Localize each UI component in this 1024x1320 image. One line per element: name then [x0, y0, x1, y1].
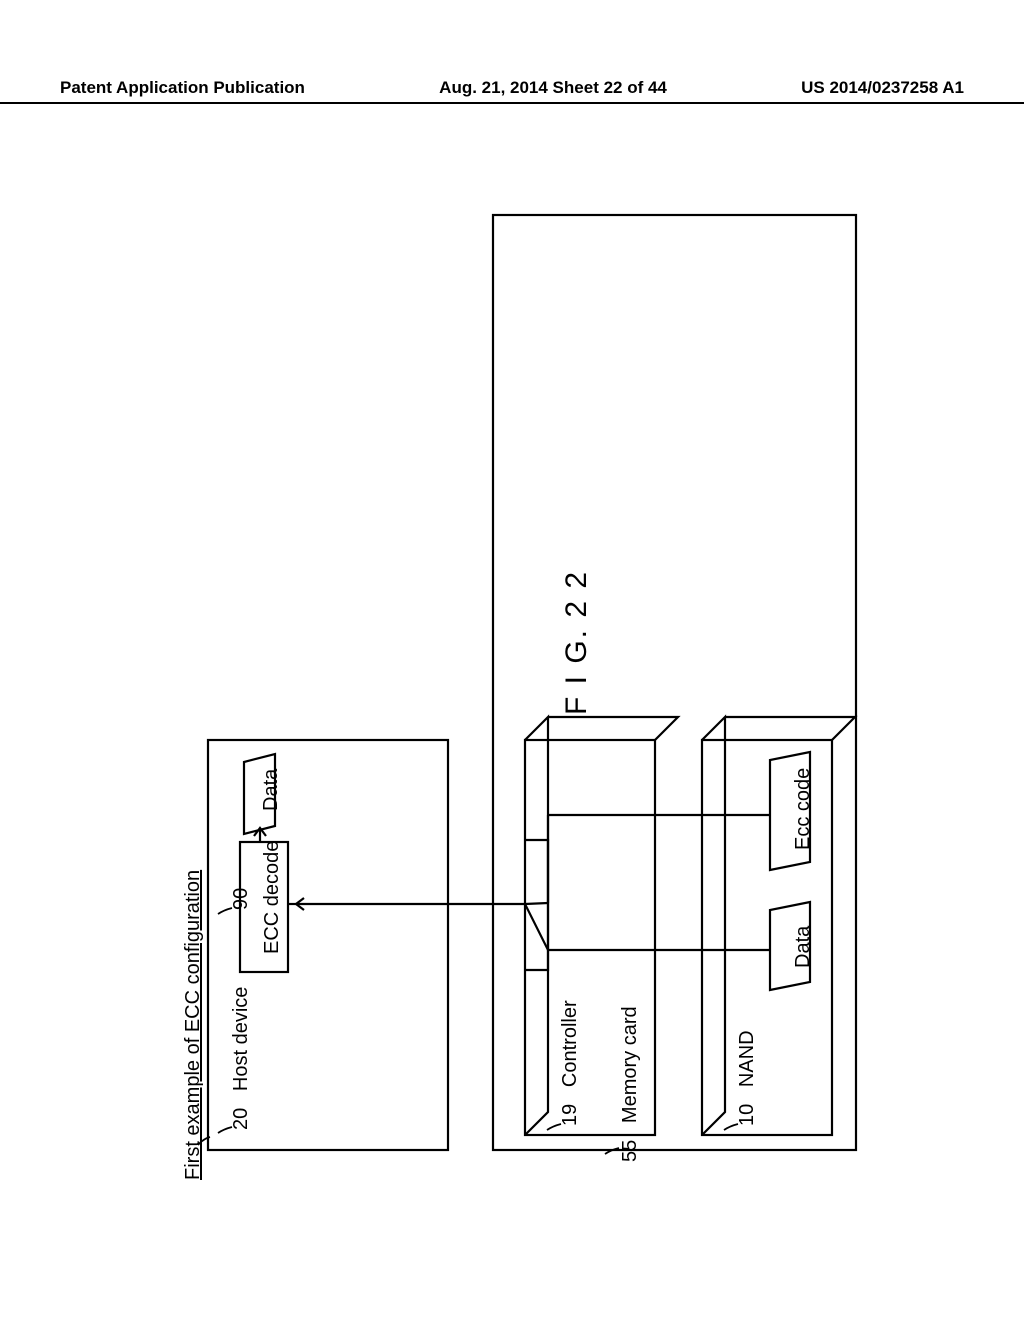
- nand-ref: 10: [736, 1104, 758, 1126]
- controller-label: Controller: [559, 1000, 581, 1087]
- header-right: US 2014/0237258 A1: [801, 78, 964, 98]
- card-ref: 55: [619, 1140, 641, 1162]
- nand-data-label: Data: [792, 926, 815, 968]
- nand-label-wrap: 10 NAND: [736, 1030, 759, 1126]
- card-label: Memory card: [619, 1006, 641, 1123]
- figure-area: First example of ECC configuration 20 Ho…: [100, 170, 920, 1190]
- ecc-ref: 90: [230, 888, 253, 910]
- host-label: Host device: [230, 987, 252, 1092]
- figure-label: F I G. 2 2: [560, 570, 594, 715]
- ecc-decode-label: ECC decode: [261, 841, 284, 954]
- host-data-label: Data: [260, 769, 283, 811]
- diagram-svg: [100, 170, 920, 1190]
- controller-right-side: [548, 717, 678, 740]
- card-label-wrap: 55 Memory card: [619, 1006, 642, 1162]
- host-label-wrap: 20 Host device: [230, 987, 253, 1130]
- page-header: Patent Application Publication Aug. 21, …: [0, 78, 1024, 104]
- nand-top-side: [702, 717, 725, 1135]
- controller-label-wrap: 19 Controller: [559, 1000, 582, 1126]
- nand-label: NAND: [736, 1030, 758, 1087]
- diagram-title: First example of ECC configuration: [182, 870, 205, 1180]
- header-center: Aug. 21, 2014 Sheet 22 of 44: [439, 78, 667, 98]
- header-left: Patent Application Publication: [60, 78, 305, 98]
- nand-ecc-label: Ecc code: [792, 768, 815, 850]
- host-ref: 20: [230, 1108, 252, 1130]
- controller-ref: 19: [559, 1104, 581, 1126]
- nand-right-side: [725, 717, 855, 740]
